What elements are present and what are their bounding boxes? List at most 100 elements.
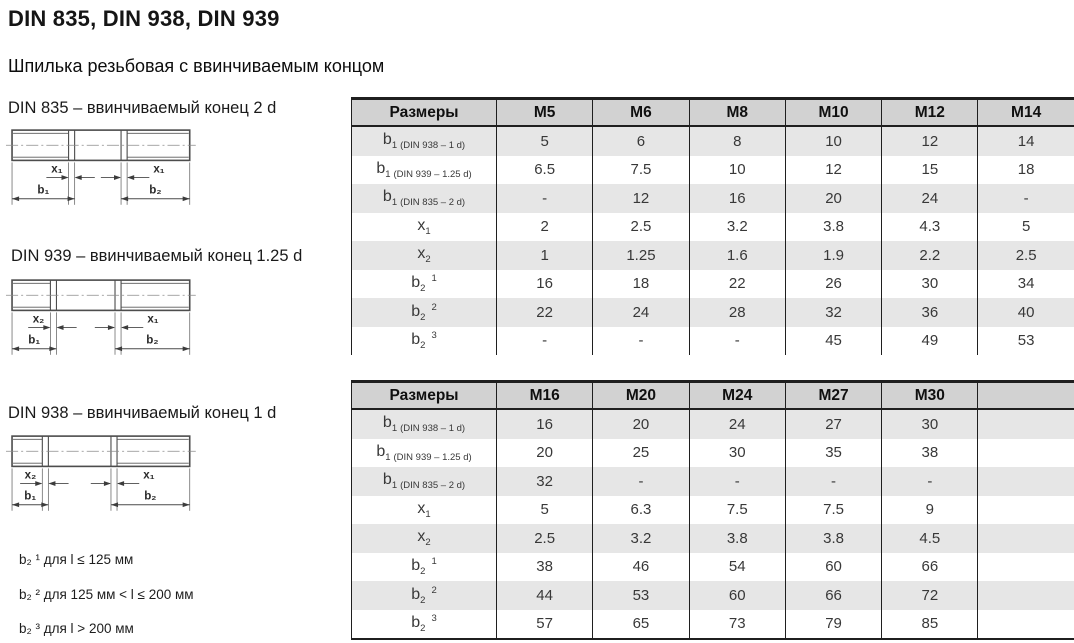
value-cell: 32 xyxy=(495,467,594,496)
dimension-arrowhead xyxy=(12,346,20,352)
row-label-sub-number: 1 xyxy=(391,197,398,209)
row-label-subscript: 1 xyxy=(425,509,430,520)
value-cell: 22 xyxy=(688,269,786,298)
row-label-sub-number: 1 xyxy=(385,451,391,463)
row-label-cell: b1 (DIN 938 – 1 d) xyxy=(351,126,497,156)
value-cell: - xyxy=(592,326,690,355)
value-cell: 34 xyxy=(977,269,1074,298)
table-row: b1 (DIN 938 – 1 d) 16 20 24 27 30 xyxy=(351,409,1074,439)
value-cell: 49 xyxy=(881,326,979,355)
value-cell: 5 xyxy=(977,212,1074,241)
value-cell xyxy=(977,609,1074,639)
dimension-arrowhead xyxy=(107,325,116,330)
value-cell: 3.8 xyxy=(784,212,883,241)
value-cell: 54 xyxy=(688,552,786,581)
value-cell: 5 xyxy=(495,495,594,524)
row-label-subscript: 1 (DIN 835 – 2 d) xyxy=(392,480,465,491)
value-cell: 9 xyxy=(881,495,979,524)
value-cell: 73 xyxy=(688,609,786,639)
row-label-din-note: (DIN 835 – 2 d) xyxy=(400,197,466,209)
value-cell: 45 xyxy=(784,326,883,355)
value-cell: 72 xyxy=(881,581,979,610)
figure-label-din938: DIN 938 – ввинчиваемый конец 1 d xyxy=(8,404,277,422)
header-cell-size-M20: M20 xyxy=(592,381,690,410)
row-label-sub-number: 1 xyxy=(391,480,398,492)
value-cell: 1.25 xyxy=(592,241,690,270)
value-cell: 27 xyxy=(784,409,883,439)
value-cell: 44 xyxy=(495,581,594,610)
value-cell: 10 xyxy=(784,126,883,156)
value-cell: 30 xyxy=(688,438,786,467)
value-cell: 24 xyxy=(592,298,690,327)
value-cell: 16 xyxy=(688,184,786,213)
row-label-sub-number: 1 xyxy=(391,140,398,152)
dimension-label-left-x: x₂ xyxy=(25,469,37,482)
table-row: b22 44 53 60 66 72 xyxy=(351,581,1074,610)
value-cell: 4.5 xyxy=(881,524,979,553)
row-label-sub-number: 1 xyxy=(385,168,391,180)
row-label-base: b xyxy=(376,442,386,460)
dimension-label-right-b: b₂ xyxy=(146,334,158,347)
value-cell: 60 xyxy=(784,552,883,581)
row-label-base: b xyxy=(411,331,421,349)
value-cell: 20 xyxy=(784,184,883,213)
value-cell: - xyxy=(881,467,979,496)
value-cell: 36 xyxy=(881,298,979,327)
row-label-subscript: 2 xyxy=(420,312,425,323)
row-label-base: b xyxy=(376,159,386,177)
dimension-arrowhead xyxy=(12,196,20,202)
value-cell: 12 xyxy=(881,126,979,156)
value-cell: 38 xyxy=(495,552,594,581)
dimension-arrowhead xyxy=(121,325,129,330)
value-cell: - xyxy=(495,184,594,213)
value-cell: 26 xyxy=(784,269,883,298)
table-row: b22 22 24 28 32 36 40 xyxy=(351,298,1074,327)
value-cell: 6 xyxy=(592,126,690,156)
row-label-superscript: 1 xyxy=(431,273,437,285)
row-label-base: x xyxy=(417,216,426,234)
header-cell-size-M5: M5 xyxy=(495,98,594,127)
row-label-sub-number: 2 xyxy=(420,311,426,323)
value-cell: 7.5 xyxy=(784,495,883,524)
value-cell: 18 xyxy=(977,155,1074,184)
value-cell: 30 xyxy=(881,409,979,439)
row-label-cell: b21 xyxy=(351,552,497,581)
dimension-label-right-x: x₁ xyxy=(153,163,164,176)
value-cell: 40 xyxy=(977,298,1074,327)
value-cell: 12 xyxy=(592,184,690,213)
row-label-sub-number: 1 xyxy=(425,225,431,237)
value-cell: 18 xyxy=(592,269,690,298)
value-cell: - xyxy=(495,326,594,355)
dimension-arrowhead xyxy=(43,325,51,330)
row-label-sub-number: 2 xyxy=(420,566,426,578)
dimension-arrowhead xyxy=(74,175,82,180)
value-cell: 20 xyxy=(495,438,594,467)
dimension-arrowhead xyxy=(115,346,123,352)
row-label-subscript: 1 xyxy=(425,226,430,237)
table-header-row: Размеры M16 M20 M24 M27 M30 xyxy=(351,381,1074,410)
row-label-base: b xyxy=(382,414,392,432)
table-row: b21 38 46 54 60 66 xyxy=(351,552,1074,581)
value-cell: 6.5 xyxy=(495,155,594,184)
value-cell: 28 xyxy=(688,298,786,327)
row-label-din-note: (DIN 939 – 1.25 d) xyxy=(393,168,472,180)
value-cell: 3.8 xyxy=(688,524,786,553)
footnote-b2-2: b₂ ² для 125 мм < l ≤ 200 мм xyxy=(19,587,194,602)
value-cell: 38 xyxy=(881,438,979,467)
row-label-sub-number: 1 xyxy=(425,508,431,520)
row-label-superscript: 1 xyxy=(431,556,437,568)
dimension-label-left-b: b₁ xyxy=(28,334,40,347)
page-title: DIN 835, DIN 938, DIN 939 xyxy=(8,6,280,31)
header-cell-size-M10: M10 xyxy=(784,98,883,127)
row-label-sub-number: 2 xyxy=(420,340,426,352)
dimension-arrowhead xyxy=(114,175,122,180)
row-label-subscript: 2 xyxy=(420,340,425,351)
row-label-subscript: 2 xyxy=(420,283,425,294)
row-label-sub-number: 2 xyxy=(420,283,426,295)
header-cell-sizes: Размеры xyxy=(351,381,497,410)
value-cell: 2.5 xyxy=(977,241,1074,270)
dimension-arrowhead xyxy=(48,481,56,486)
value-cell: 32 xyxy=(784,298,883,327)
row-label-subscript: 1 (DIN 938 – 1 d) xyxy=(392,140,465,151)
row-label-base: b xyxy=(411,585,421,603)
